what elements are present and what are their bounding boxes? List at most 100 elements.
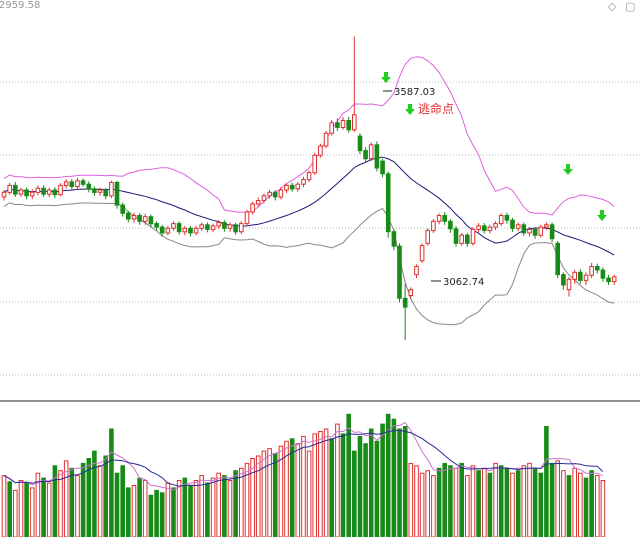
- volume-bar: [323, 428, 329, 537]
- high-label: 3587.03: [394, 87, 435, 98]
- volume-bar: [272, 453, 278, 537]
- candle: [120, 202, 126, 217]
- candle: [572, 269, 578, 284]
- candle: [148, 214, 154, 228]
- candle: [391, 229, 397, 251]
- candle-body: [521, 224, 527, 234]
- candle-body: [448, 220, 453, 230]
- volume-bar: [216, 472, 221, 537]
- volume-bar: [515, 470, 521, 537]
- candle-body: [408, 289, 414, 297]
- volume-bar: [165, 482, 171, 537]
- candle: [295, 181, 301, 192]
- candle-body: [323, 132, 329, 147]
- candle: [312, 152, 317, 175]
- candle: [199, 222, 204, 232]
- volume-bar: [578, 472, 583, 537]
- volume-bar: [148, 494, 154, 537]
- green-down-arrow-icon: [405, 104, 415, 115]
- candle-body: [600, 269, 606, 279]
- volume-bar: [442, 462, 447, 537]
- volume-bar: [120, 465, 126, 537]
- volume-bar: [1, 475, 7, 537]
- candle: [86, 181, 92, 193]
- candle-body: [267, 191, 272, 197]
- candle-body: [80, 180, 86, 185]
- volume-bar: [18, 480, 24, 537]
- candle: [589, 263, 594, 279]
- volume-bar: [142, 480, 148, 537]
- candle-body: [114, 182, 120, 206]
- volume-bar: [97, 465, 103, 537]
- volume-bar: [159, 492, 165, 537]
- volume-bar: [527, 462, 532, 537]
- candle: [255, 197, 261, 207]
- candle-body: [126, 212, 131, 220]
- volume-bar: [312, 433, 317, 537]
- escape-point-label: 逃命点: [418, 101, 454, 116]
- candle-body: [63, 181, 69, 186]
- candle: [476, 223, 481, 233]
- volume-bar: [80, 462, 86, 537]
- candle-body: [504, 215, 510, 221]
- candle-body: [137, 215, 142, 222]
- candle-body: [532, 228, 538, 236]
- volume-bar: [126, 487, 131, 537]
- volume-bar: [521, 465, 527, 537]
- volume-bar: [239, 467, 244, 537]
- volume-bar: [131, 485, 137, 537]
- volume-bar: [24, 482, 29, 537]
- candle-body: [583, 274, 589, 281]
- candle-body: [419, 245, 425, 262]
- candle-body: [470, 228, 476, 244]
- candle: [289, 182, 295, 192]
- candle-body: [255, 200, 261, 205]
- candle: [419, 243, 425, 264]
- candle-body: [374, 144, 380, 169]
- candle-body: [561, 274, 566, 286]
- volume-bar: [92, 450, 97, 537]
- candle: [272, 190, 278, 201]
- volume-bar: [58, 470, 63, 537]
- candle-body: [227, 224, 233, 229]
- candle: [408, 287, 414, 299]
- volume-bar: [7, 481, 12, 537]
- candle-body: [261, 195, 267, 201]
- candle: [566, 276, 572, 297]
- volume-bar: [176, 480, 182, 537]
- volume-bar: [267, 448, 272, 537]
- low-label: 3062.74: [443, 277, 484, 288]
- volume-ma-lines: [3, 421, 604, 491]
- candle-body: [13, 184, 18, 195]
- candle: [487, 224, 493, 234]
- candle: [75, 177, 80, 190]
- green-down-arrow-icon: [563, 164, 573, 175]
- volume-bar: [453, 467, 459, 537]
- candle-body: [385, 173, 391, 233]
- candle-body: [606, 277, 611, 283]
- candle: [329, 119, 334, 136]
- volume-bar: [340, 433, 346, 537]
- volume-bar: [465, 475, 470, 537]
- volume-bar: [295, 443, 301, 537]
- volume-bar: [498, 465, 504, 537]
- volume-bar: [41, 477, 46, 537]
- window-icon[interactable]: ▢: [625, 0, 635, 13]
- candle-body: [284, 184, 289, 191]
- candle: [284, 183, 289, 193]
- candle: [510, 217, 515, 232]
- diamond-icon[interactable]: ◇: [608, 0, 617, 13]
- green-down-arrow-icon: [597, 210, 607, 221]
- candle-body: [109, 182, 114, 197]
- candle: [453, 225, 459, 247]
- candle-body: [318, 145, 323, 156]
- volume-bar: [448, 465, 453, 537]
- candle: [380, 158, 385, 178]
- candle: [103, 187, 109, 200]
- volume-bar: [470, 465, 476, 537]
- candle-body: [7, 184, 12, 193]
- candle-body: [154, 223, 159, 228]
- candle: [606, 274, 611, 286]
- volume-bar: [493, 462, 498, 537]
- volume-bar: [425, 470, 430, 537]
